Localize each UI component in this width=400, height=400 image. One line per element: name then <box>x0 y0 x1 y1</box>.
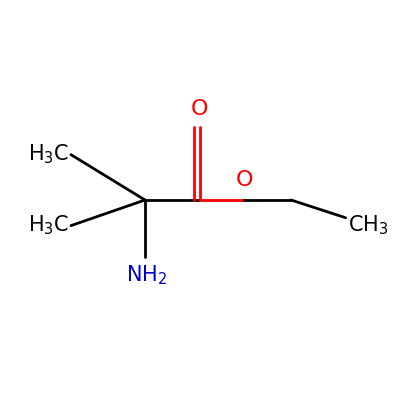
Text: O: O <box>191 99 208 119</box>
Text: O: O <box>236 170 253 190</box>
Text: $\mathregular{H_3C}$: $\mathregular{H_3C}$ <box>28 143 69 166</box>
Text: $\mathregular{H_3C}$: $\mathregular{H_3C}$ <box>28 214 69 238</box>
Text: $\mathregular{CH_3}$: $\mathregular{CH_3}$ <box>348 214 388 238</box>
Text: $\mathregular{NH_2}$: $\mathregular{NH_2}$ <box>126 263 168 287</box>
